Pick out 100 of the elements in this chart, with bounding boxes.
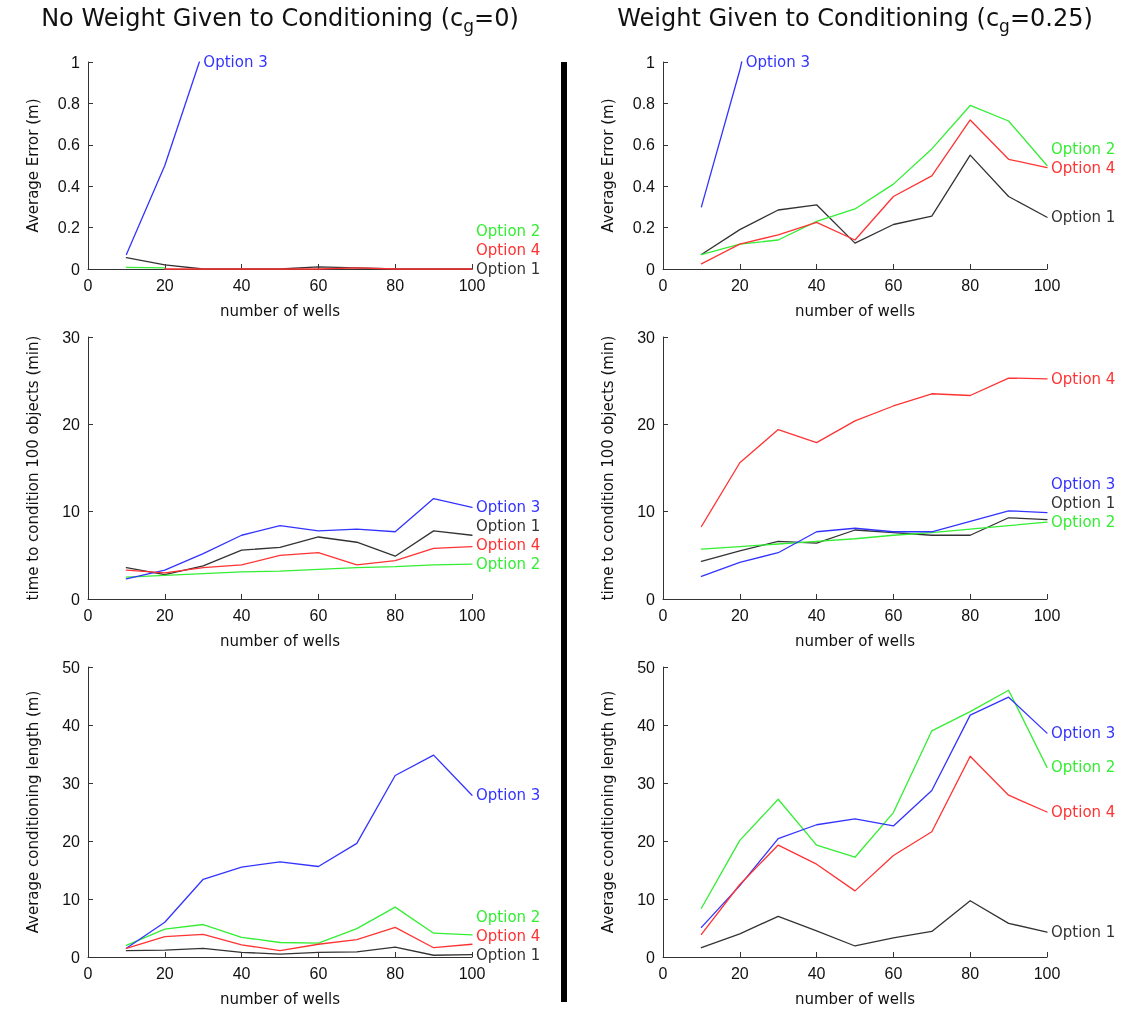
x-tick-label: 80 [961, 964, 980, 982]
y-tick-label: 0.6 [57, 136, 81, 154]
x-tick-label: 40 [807, 276, 826, 294]
y-tick-label: 0 [71, 260, 81, 278]
y-tick-label: 0 [646, 260, 656, 278]
y-axis-title: time to condition 100 objects (min) [599, 335, 617, 601]
x-tick-label: 60 [309, 606, 328, 624]
y-axis-title: time to condition 100 objects (min) [24, 335, 42, 601]
x-tick-label: 100 [458, 276, 486, 294]
x-tick-label: 20 [730, 964, 749, 982]
chart-title: No Weight Given to Conditioning (c$_{g}$=0) [40, 4, 520, 36]
series-label: Option 3 [1051, 475, 1116, 494]
series-label: Option 1 [476, 517, 541, 536]
series-label: Option 2 [476, 555, 541, 574]
x-tick-label: 40 [232, 964, 251, 982]
x-tick-label: 20 [155, 276, 174, 294]
series-label: Option 4 [1051, 803, 1116, 821]
x-tick-label: 40 [807, 606, 826, 624]
chart-title: Weight Given to Conditioning (c$_{g}$=0.25) [616, 4, 1094, 36]
x-tick-label: 40 [232, 606, 251, 624]
series-label: Option 3 [476, 786, 541, 805]
x-tick-label: 0 [83, 276, 93, 294]
y-axis-title: Average conditioning length (m) [599, 690, 617, 934]
x-tick-label: 60 [309, 964, 328, 982]
x-tick-label: 100 [1033, 964, 1061, 982]
y-tick-label: 0.2 [632, 219, 656, 237]
y-tick-label: 50 [637, 658, 656, 676]
y-tick-label: 0.4 [57, 177, 81, 195]
x-tick-label: 80 [386, 276, 405, 294]
series-label: Option 1 [1051, 494, 1116, 513]
series-label: Option 4 [1051, 158, 1116, 177]
series-label: Option 1 [476, 945, 541, 964]
y-tick-label: 0 [646, 948, 656, 966]
x-tick-label: 80 [386, 606, 405, 624]
x-tick-label: 100 [1033, 276, 1061, 294]
x-tick-label: 60 [884, 606, 903, 624]
y-tick-label: 0 [646, 590, 656, 608]
x-tick-label: 40 [807, 964, 826, 982]
series-label: Option 2 [476, 907, 541, 926]
x-tick-label: 100 [458, 964, 486, 982]
y-tick-label: 0.4 [632, 177, 656, 195]
x-tick-label: 0 [658, 964, 668, 982]
x-axis-title: number of wells [219, 989, 341, 1008]
y-tick-label: 1 [71, 53, 81, 71]
series-label: Option 3 [203, 53, 268, 71]
series-label: Option 4 [1051, 369, 1116, 388]
y-axis-title: Average Error (m) [24, 98, 42, 233]
series-label: Option 2 [1051, 513, 1116, 532]
y-tick-label: 20 [62, 415, 81, 433]
series-label: Option 4 [476, 241, 541, 259]
x-tick-label: 80 [386, 964, 405, 982]
x-tick-label: 0 [658, 606, 668, 624]
x-tick-label: 0 [658, 276, 668, 294]
y-tick-label: 0 [71, 948, 81, 966]
series-label: Option 3 [745, 53, 811, 71]
y-tick-label: 0.8 [632, 94, 656, 112]
y-tick-label: 50 [62, 658, 81, 676]
x-axis-title: number of wells [794, 631, 916, 650]
x-tick-label: 60 [309, 276, 328, 294]
series-label: Option 2 [1051, 758, 1116, 777]
x-tick-label: 20 [155, 606, 174, 624]
x-tick-label: 80 [961, 606, 980, 624]
y-tick-label: 40 [637, 716, 656, 734]
y-tick-label: 10 [62, 890, 81, 908]
y-tick-label: 10 [62, 503, 81, 521]
x-axis-title: number of wells [794, 989, 916, 1008]
series-label: Option 3 [1051, 724, 1116, 743]
x-tick-label: 100 [1033, 606, 1061, 624]
y-tick-label: 20 [637, 832, 656, 850]
series-label: Option 1 [476, 260, 541, 278]
x-axis-title: number of wells [794, 301, 916, 320]
x-axis-title: number of wells [219, 631, 341, 650]
x-tick-label: 20 [155, 964, 174, 982]
x-tick-label: 40 [232, 276, 251, 294]
series-label: Option 1 [1051, 923, 1116, 942]
y-axis-title: Average Error (m) [599, 98, 617, 233]
series-label: Option 3 [476, 498, 541, 517]
x-tick-label: 0 [83, 964, 93, 982]
x-tick-label: 100 [458, 606, 486, 624]
x-tick-label: 80 [961, 276, 980, 294]
y-tick-label: 0.2 [57, 219, 81, 237]
series-label: Option 4 [476, 926, 541, 945]
y-tick-label: 0 [71, 590, 81, 608]
y-axis-title: Average conditioning length (m) [24, 690, 42, 934]
y-tick-label: 20 [637, 415, 656, 433]
y-tick-label: 40 [62, 716, 81, 734]
x-tick-label: 20 [730, 606, 749, 624]
text: Option 2 [476, 222, 541, 240]
y-tick-label: 0.6 [632, 136, 656, 154]
y-tick-label: 30 [62, 774, 81, 792]
y-tick-label: 30 [637, 328, 656, 346]
y-tick-label: 10 [637, 890, 656, 908]
y-tick-label: 10 [637, 503, 656, 521]
series-label: Option 4 [476, 536, 541, 555]
series-label: Option 2 [1051, 139, 1116, 158]
series-label: Option 1 [1051, 208, 1116, 227]
y-tick-label: 20 [62, 832, 81, 850]
x-tick-label: 20 [730, 276, 749, 294]
x-tick-label: 0 [83, 606, 93, 624]
y-tick-label: 1 [646, 53, 656, 71]
